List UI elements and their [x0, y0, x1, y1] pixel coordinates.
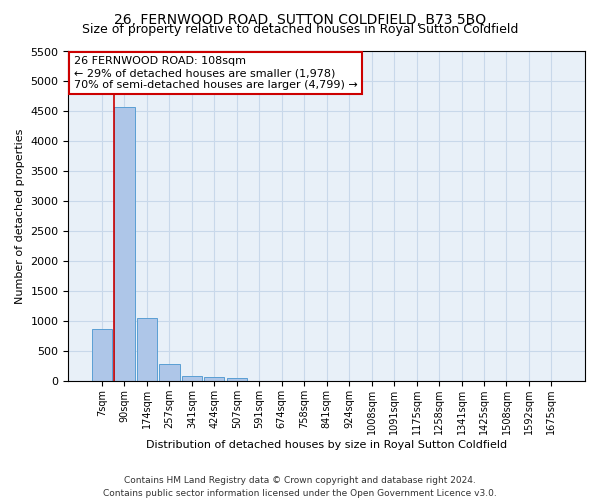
- Bar: [227, 378, 247, 382]
- Bar: [137, 318, 157, 382]
- Bar: [92, 328, 112, 382]
- Bar: [204, 377, 224, 382]
- Y-axis label: Number of detached properties: Number of detached properties: [15, 128, 25, 304]
- Bar: [159, 364, 179, 382]
- Bar: [115, 106, 134, 382]
- X-axis label: Distribution of detached houses by size in Royal Sutton Coldfield: Distribution of detached houses by size …: [146, 440, 507, 450]
- Text: Size of property relative to detached houses in Royal Sutton Coldfield: Size of property relative to detached ho…: [82, 22, 518, 36]
- Text: 26 FERNWOOD ROAD: 108sqm
← 29% of detached houses are smaller (1,978)
70% of sem: 26 FERNWOOD ROAD: 108sqm ← 29% of detach…: [74, 56, 358, 90]
- Bar: [182, 376, 202, 382]
- Text: 26, FERNWOOD ROAD, SUTTON COLDFIELD, B73 5BQ: 26, FERNWOOD ROAD, SUTTON COLDFIELD, B73…: [114, 12, 486, 26]
- Text: Contains HM Land Registry data © Crown copyright and database right 2024.
Contai: Contains HM Land Registry data © Crown c…: [103, 476, 497, 498]
